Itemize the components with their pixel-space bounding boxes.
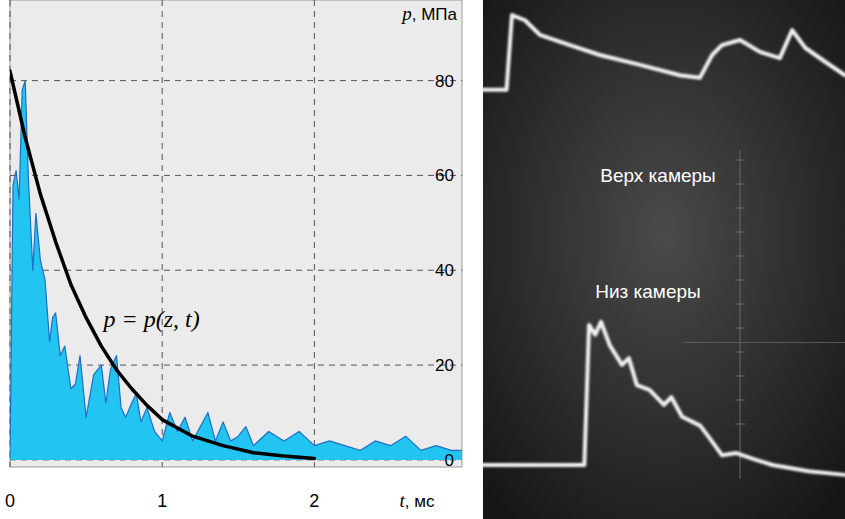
x-tick-label: 1	[157, 491, 167, 511]
trace-label: Низ камеры	[595, 281, 700, 302]
y-tick-label: 80	[435, 72, 454, 91]
graticule-tick	[735, 232, 745, 233]
marks	[10, 71, 462, 460]
area-edge	[10, 81, 462, 460]
graticule-tick	[735, 184, 745, 185]
scope-screen	[483, 0, 845, 519]
annotation: p = p(z, t)	[101, 306, 199, 332]
figure: 0 20 40 60 80 0 1 2 p, МПа t, мс p = p(z, t) Верх к…	[0, 0, 845, 519]
graticule-tick	[735, 328, 745, 329]
y-tick-label: 0	[445, 451, 454, 470]
grid-line-y	[10, 365, 462, 366]
plot-area	[10, 0, 462, 467]
x-tick-label: 2	[309, 491, 319, 511]
grid-line-y	[10, 175, 462, 176]
graticule-tick	[735, 376, 745, 377]
graticule-tick	[735, 424, 745, 425]
traces	[483, 15, 845, 475]
grid-line-x	[314, 0, 315, 467]
graticule-tick	[735, 352, 745, 353]
x-axis-title: t, мс	[400, 490, 435, 511]
y-axis-title: p, МПа	[400, 3, 457, 24]
graticule	[683, 342, 845, 343]
symbol: p	[400, 3, 412, 24]
unit: , мс	[405, 492, 435, 511]
grid-line-y	[10, 270, 462, 271]
grid-line-y	[10, 80, 462, 81]
y-tick-label: 20	[435, 356, 454, 375]
graticule	[740, 150, 741, 479]
graticule-tick	[735, 256, 745, 257]
graticule-tick	[735, 160, 745, 161]
trace	[483, 15, 845, 90]
graticule-tick	[735, 400, 745, 401]
trace	[483, 322, 845, 475]
unit: , МПа	[412, 5, 458, 24]
area-fill	[10, 81, 462, 460]
x-tick-label: 0	[5, 491, 15, 511]
trace-label: Верх камеры	[600, 165, 716, 186]
fit-curve	[10, 71, 314, 458]
graticule-tick	[735, 280, 745, 281]
graticule-tick	[735, 208, 745, 209]
grid-line-x	[162, 0, 163, 467]
y-tick-label: 60	[435, 166, 454, 185]
y-tick-label: 40	[435, 261, 454, 280]
graticule-tick	[735, 304, 745, 305]
